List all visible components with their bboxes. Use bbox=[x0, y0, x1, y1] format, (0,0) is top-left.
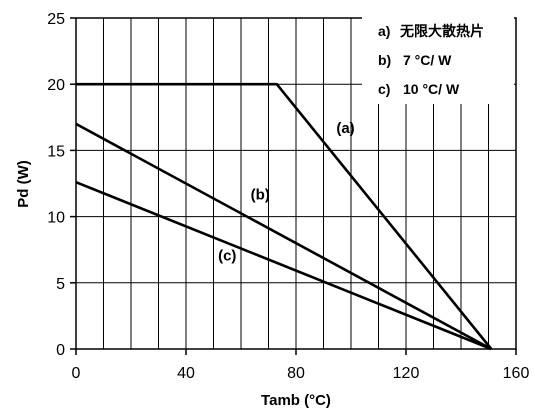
curve-label-a: (a) bbox=[336, 120, 354, 137]
legend-text-b: 7 °C/ W bbox=[403, 52, 452, 68]
y-tick-label-0: 0 bbox=[56, 342, 65, 359]
axes bbox=[70, 17, 517, 355]
x-tick-label-40: 40 bbox=[177, 365, 195, 382]
legend-text-a: 无限大散热片 bbox=[399, 23, 484, 39]
series-line-a bbox=[76, 82, 493, 350]
x-tick-label-160: 160 bbox=[503, 365, 530, 382]
legend-box bbox=[362, 14, 514, 104]
y-tick-label-20: 20 bbox=[47, 77, 65, 94]
x-tick-label-0: 0 bbox=[72, 365, 81, 382]
y-tick-label-25: 25 bbox=[47, 11, 65, 28]
x-tick-label-120: 120 bbox=[393, 365, 420, 382]
curve-label-c: (c) bbox=[218, 247, 236, 264]
x-tick-label-80: 80 bbox=[287, 365, 305, 382]
y-tick-label-15: 15 bbox=[47, 143, 65, 160]
y-tick-label-5: 5 bbox=[56, 276, 65, 293]
series-line-b bbox=[75, 122, 492, 351]
legend-key-a: a) bbox=[378, 23, 390, 39]
legend-text-c: 10 °C/ W bbox=[403, 81, 460, 97]
curve-label-b: (b) bbox=[251, 186, 270, 203]
y-tick-label-10: 10 bbox=[47, 210, 65, 227]
y-axis-title: Pd (W) bbox=[15, 160, 32, 207]
legend: a) 无限大散热片 b) 7 °C/ W c) 10 °C/ W bbox=[378, 23, 484, 97]
tick-labels: 0 40 80 120 160 0 5 10 15 20 25 bbox=[47, 11, 529, 382]
series-lines bbox=[75, 82, 493, 351]
series-line-c bbox=[75, 180, 492, 351]
legend-key-c: c) bbox=[378, 81, 390, 97]
legend-key-b: b) bbox=[378, 52, 391, 68]
x-axis-title: Tamb (°C) bbox=[261, 392, 331, 409]
curve-labels: (a) (b) (c) bbox=[218, 120, 355, 264]
